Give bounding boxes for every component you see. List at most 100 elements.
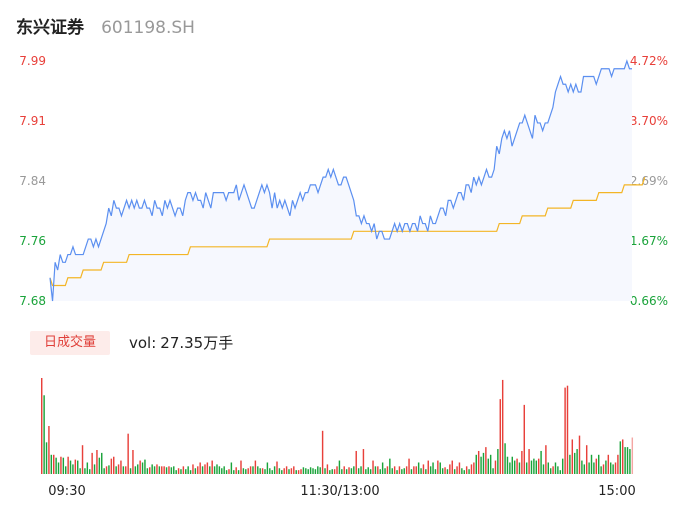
- stock-header: 东兴证券 601198.SH: [16, 13, 195, 39]
- volume-bar: [417, 462, 420, 474]
- volume-bar: [386, 466, 389, 474]
- volume-bar: [247, 468, 249, 474]
- volume-readout: vol: 27.35万手: [129, 332, 233, 353]
- volume-bar: [427, 460, 429, 474]
- volume-bar: [53, 454, 55, 474]
- volume-bar: [149, 467, 151, 474]
- volume-bar: [415, 466, 417, 474]
- volume-bar: [300, 469, 302, 474]
- y-tick-label-right: 0.66%: [630, 294, 668, 308]
- volume-bar: [367, 467, 369, 474]
- volume-bar: [252, 466, 254, 474]
- volume-bar: [501, 379, 504, 474]
- volume-bar: [372, 460, 374, 474]
- volume-bar: [432, 462, 434, 474]
- volume-bar: [494, 460, 497, 474]
- volume-bar: [365, 469, 367, 474]
- volume-bar: [434, 469, 437, 474]
- y-tick-label-right: 3.70%: [630, 114, 668, 128]
- volume-bar: [605, 460, 607, 474]
- volume-bar: [254, 460, 257, 474]
- volume-bar: [79, 468, 81, 474]
- volume-bar: [125, 466, 127, 474]
- x-tick-label: 15:00: [598, 484, 635, 499]
- volume-bar: [197, 466, 199, 474]
- volume-bar: [113, 456, 115, 474]
- stock-code: 601198.SH: [101, 18, 195, 38]
- y-tick-label-left: 7.91: [19, 114, 46, 128]
- volume-bar: [153, 466, 156, 474]
- volume-bar: [175, 470, 177, 474]
- volume-bar: [622, 439, 624, 474]
- volume-bar: [201, 466, 204, 474]
- volume-bar: [533, 458, 535, 474]
- volume-bar: [331, 469, 333, 474]
- volume-bar: [62, 457, 65, 474]
- volume-bar: [182, 466, 185, 474]
- volume-bar: [91, 452, 93, 474]
- volume-bar: [273, 466, 276, 474]
- volume-bar: [336, 466, 338, 474]
- volume-bar: [350, 468, 353, 474]
- volume-bar: [468, 469, 470, 474]
- volume-bar: [321, 430, 324, 474]
- volume-bar: [93, 464, 96, 474]
- volume-bar: [103, 468, 105, 474]
- volume-bar: [55, 457, 57, 474]
- volume-bar: [593, 462, 595, 474]
- volume-bar: [573, 452, 576, 474]
- volume-tab[interactable]: 日成交量: [30, 331, 110, 355]
- volume-bar: [393, 466, 396, 474]
- volume-bar: [564, 387, 566, 474]
- volume-bar: [504, 443, 506, 474]
- volume-bar: [134, 466, 137, 474]
- volume-bar: [173, 466, 175, 474]
- volume-bar: [312, 468, 314, 474]
- volume-bar: [429, 466, 432, 474]
- volume-bar: [110, 458, 113, 474]
- volume-bar: [235, 467, 237, 474]
- volume-bar: [165, 467, 168, 474]
- y-tick-label-left: 7.76: [19, 234, 46, 248]
- volume-bar: [319, 467, 321, 474]
- volume-bar: [629, 449, 631, 474]
- volume-bar: [506, 456, 509, 474]
- volume-bar: [98, 457, 101, 474]
- volume-bar: [302, 467, 305, 474]
- volume-bar: [487, 458, 489, 474]
- volume-bar: [489, 454, 492, 474]
- volume-bar: [422, 464, 425, 474]
- volume-bar: [137, 464, 139, 474]
- volume-bar: [221, 468, 223, 474]
- volume-bar: [525, 462, 528, 474]
- volume-bar: [290, 468, 293, 474]
- y-tick-label-left: 7.84: [19, 174, 46, 188]
- volume-bar: [177, 468, 180, 474]
- volume-bar: [60, 456, 62, 474]
- volume-bar: [151, 464, 153, 474]
- volume-bar: [57, 462, 60, 474]
- volume-bar: [266, 462, 269, 474]
- volume-bar: [497, 449, 499, 474]
- volume-bar: [369, 469, 372, 474]
- volume-bar: [264, 469, 266, 474]
- volume-bar: [528, 449, 530, 474]
- volume-bar: [43, 395, 45, 474]
- volume-label: vol:: [129, 334, 157, 352]
- y-tick-label-left: 7.68: [19, 294, 46, 308]
- volume-bar: [305, 468, 307, 474]
- volume-bar: [614, 462, 617, 474]
- volume-bar: [67, 456, 69, 474]
- volume-bar: [343, 466, 345, 474]
- volume-bar: [117, 464, 120, 474]
- volume-bar: [314, 469, 317, 474]
- x-tick-label: 09:30: [48, 484, 85, 499]
- x-tick-label: 11:30/13:00: [300, 484, 379, 499]
- volume-bar: [523, 404, 525, 474]
- volume-bar: [168, 466, 170, 474]
- volume-bar: [77, 460, 79, 474]
- volume-bar: [223, 466, 225, 474]
- volume-bar: [345, 469, 348, 474]
- volume-bar: [81, 445, 84, 474]
